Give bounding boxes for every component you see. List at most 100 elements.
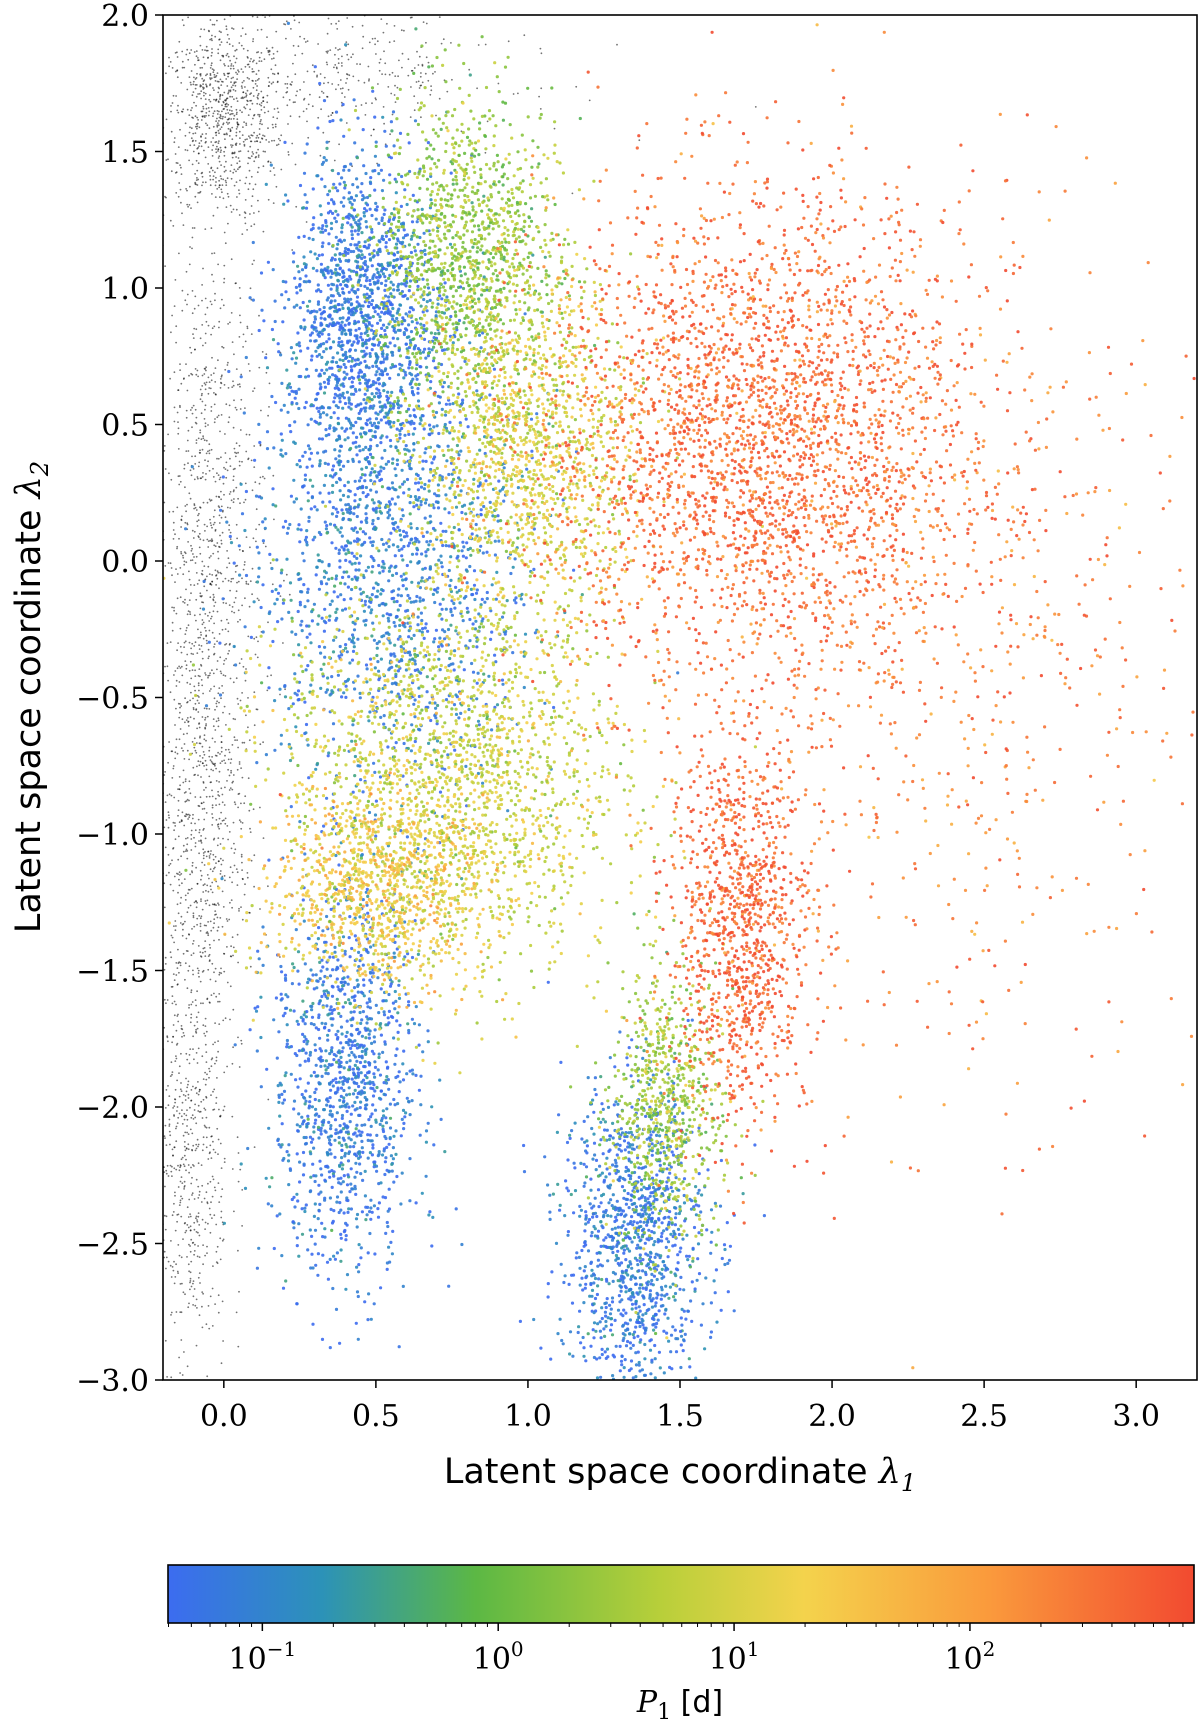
background-point xyxy=(141,90,143,92)
background-point xyxy=(211,68,214,70)
background-point xyxy=(157,860,159,862)
background-point xyxy=(238,383,241,385)
background-point xyxy=(195,1298,198,1301)
background-point xyxy=(212,372,215,375)
background-point xyxy=(239,109,242,112)
data-point xyxy=(389,302,393,306)
data-point xyxy=(319,289,323,294)
background-point xyxy=(257,97,259,100)
background-point xyxy=(213,23,216,26)
data-point xyxy=(381,569,385,573)
data-point xyxy=(328,119,332,124)
data-point xyxy=(355,300,359,304)
data-point xyxy=(392,288,396,292)
background-point xyxy=(247,150,250,153)
data-point xyxy=(376,321,380,325)
data-point xyxy=(408,360,412,365)
data-point xyxy=(445,295,449,299)
data-point xyxy=(338,259,343,263)
background-point xyxy=(215,148,217,151)
data-point xyxy=(338,358,342,362)
background-point xyxy=(200,119,203,121)
data-point xyxy=(363,473,367,477)
background-point xyxy=(212,853,215,856)
data-point xyxy=(316,333,320,337)
background-point xyxy=(179,711,181,714)
background-point xyxy=(174,1088,177,1091)
data-point xyxy=(322,391,327,395)
background-point xyxy=(227,622,230,624)
background-point xyxy=(175,738,178,741)
data-point xyxy=(345,427,349,431)
data-point xyxy=(333,216,337,220)
background-point xyxy=(307,103,310,106)
background-point xyxy=(170,1276,173,1278)
background-point xyxy=(183,1188,186,1190)
background-point xyxy=(169,883,172,886)
data-point xyxy=(379,361,383,365)
background-point xyxy=(164,801,167,803)
background-point xyxy=(197,178,200,181)
background-point xyxy=(194,1149,197,1152)
background-point xyxy=(260,119,262,121)
background-point xyxy=(209,539,212,542)
background-point xyxy=(415,81,418,83)
background-point xyxy=(218,938,220,941)
background-point xyxy=(233,842,235,845)
background-point xyxy=(267,110,270,113)
background-point xyxy=(202,1292,205,1295)
background-point xyxy=(217,904,220,906)
background-point xyxy=(407,58,410,61)
background-point xyxy=(225,724,227,726)
background-point xyxy=(171,1071,174,1073)
data-point xyxy=(355,156,359,160)
background-point xyxy=(195,1143,198,1146)
background-point xyxy=(225,97,228,100)
background-point xyxy=(173,1114,175,1116)
background-point xyxy=(434,71,436,73)
background-point xyxy=(429,93,432,96)
background-point xyxy=(277,137,280,140)
background-point xyxy=(446,90,449,93)
data-point xyxy=(285,386,289,390)
data-point xyxy=(346,341,350,345)
background-point xyxy=(182,556,185,559)
background-point xyxy=(171,995,174,997)
background-point xyxy=(187,1164,190,1166)
background-point xyxy=(235,71,237,74)
background-point xyxy=(212,725,215,728)
background-point xyxy=(197,119,200,121)
background-point xyxy=(194,421,197,424)
background-point xyxy=(272,53,275,55)
background-point xyxy=(200,874,203,877)
background-point xyxy=(211,169,214,172)
background-point xyxy=(222,837,224,840)
background-point xyxy=(299,88,301,91)
background-point xyxy=(165,819,168,821)
background-point xyxy=(193,101,195,104)
background-point xyxy=(216,916,219,919)
background-point xyxy=(172,973,175,975)
data-point xyxy=(410,552,415,556)
background-point xyxy=(220,490,222,493)
data-point xyxy=(296,331,300,335)
background-point xyxy=(192,553,194,555)
background-point xyxy=(241,861,243,864)
background-point xyxy=(209,67,212,69)
data-point xyxy=(308,447,312,451)
data-point xyxy=(308,333,313,337)
background-point xyxy=(212,1178,215,1181)
data-point xyxy=(399,404,403,408)
background-point xyxy=(210,379,213,382)
background-point xyxy=(253,387,256,390)
data-point xyxy=(315,354,319,358)
data-point xyxy=(326,283,330,287)
background-point xyxy=(330,23,333,25)
background-point xyxy=(194,1243,196,1246)
background-point xyxy=(250,155,253,158)
background-point xyxy=(175,746,178,749)
data-point xyxy=(383,448,387,453)
background-point xyxy=(178,716,181,719)
background-point xyxy=(234,49,237,52)
background-point xyxy=(444,3,446,5)
